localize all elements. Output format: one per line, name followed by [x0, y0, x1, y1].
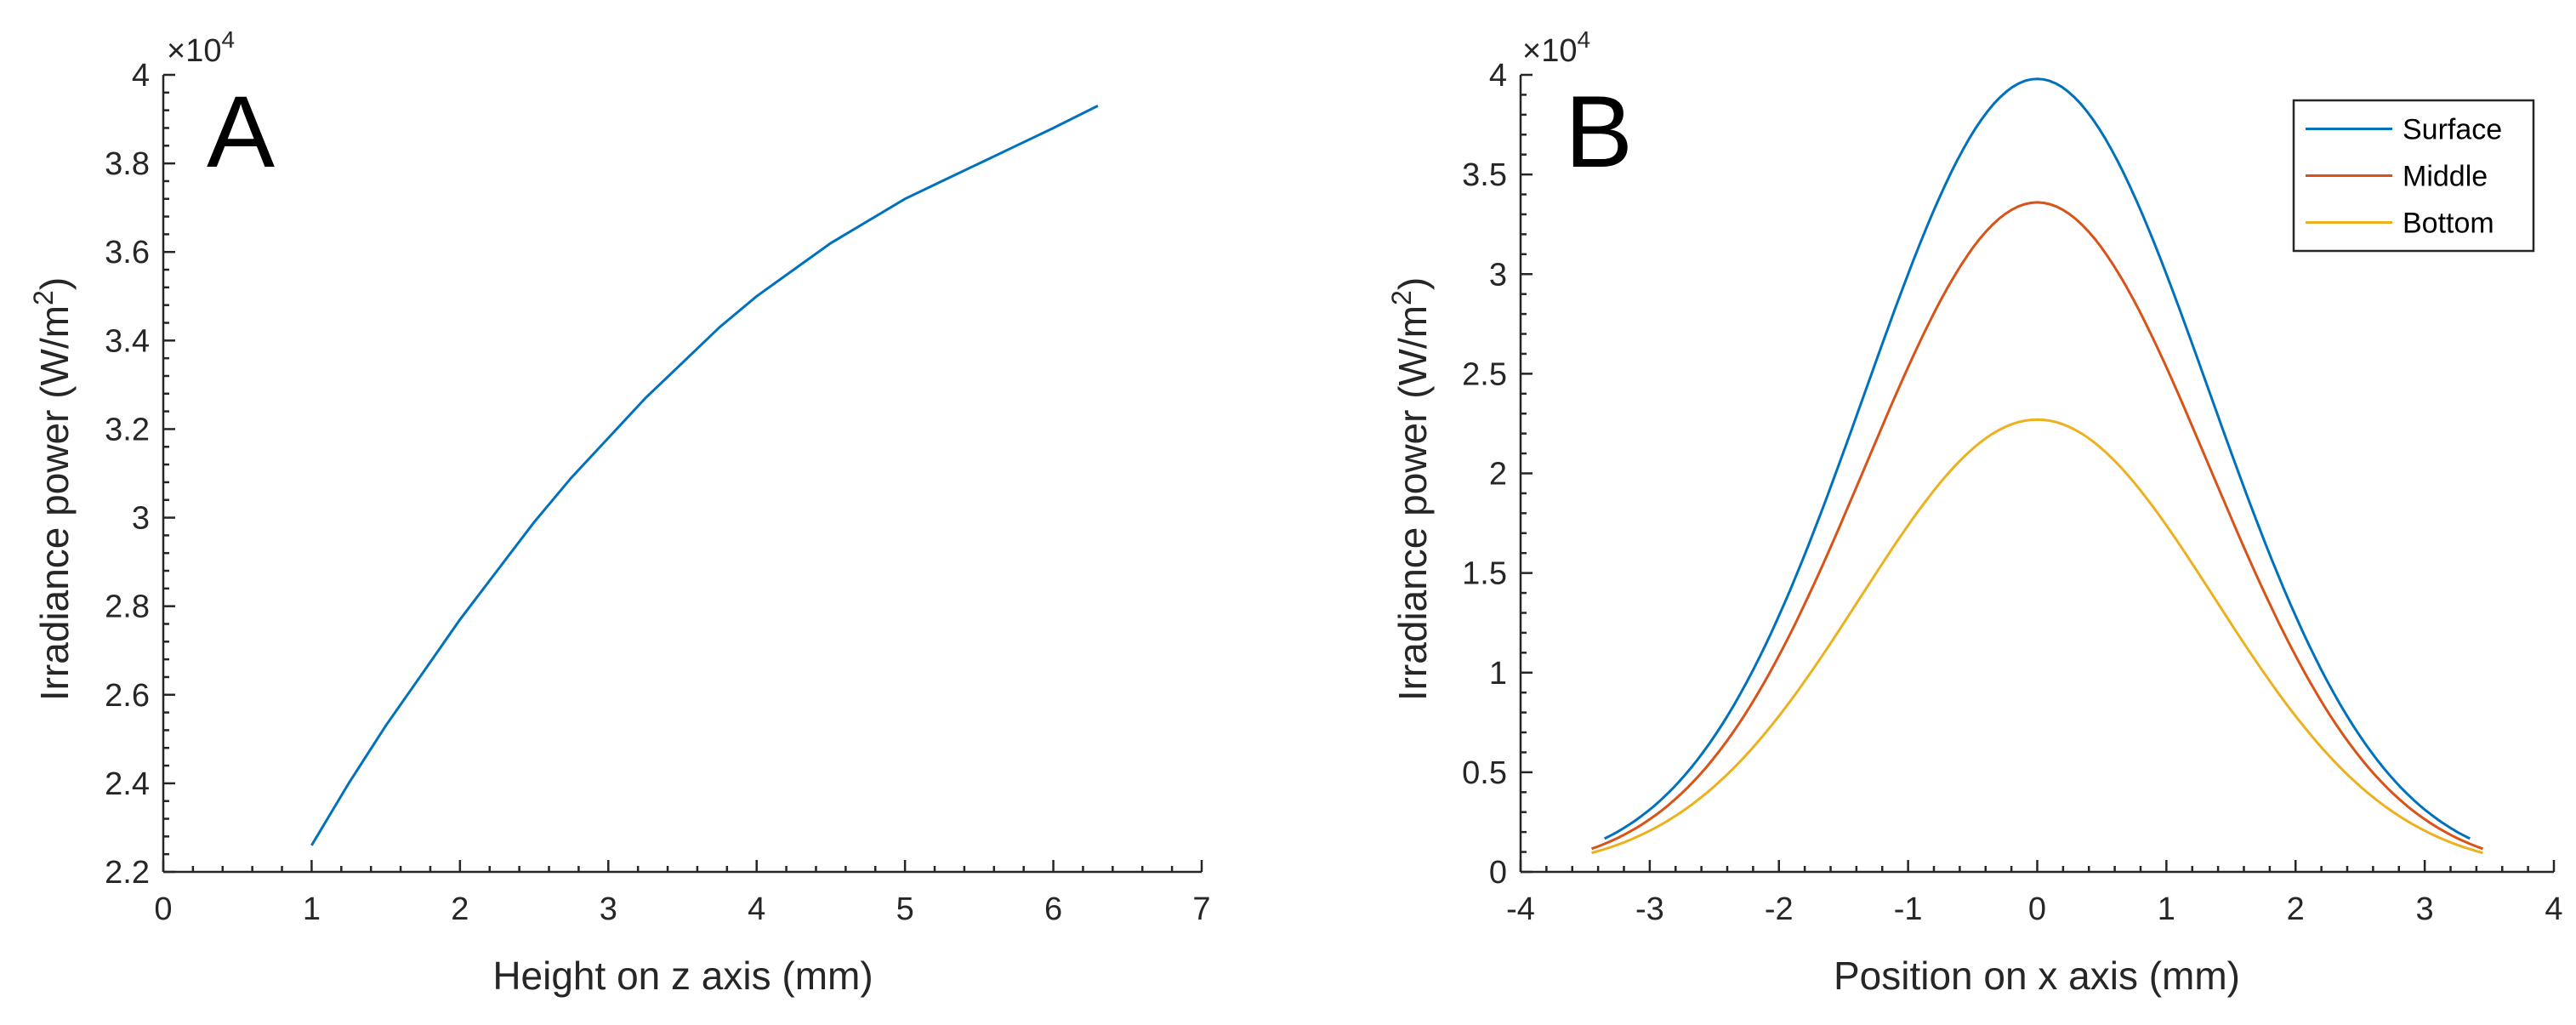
panel-a-y-exponent: ×104	[167, 26, 235, 69]
panel-a-y-axis-label: Irradiance power (W/m2)	[28, 277, 77, 701]
panel-b-x-tick-label: 4	[2545, 891, 2562, 927]
panel-b-letter: B	[1565, 75, 1633, 189]
panel-a-y-tick-label: 2.6	[105, 678, 150, 714]
panel-a-x-ticks: 0 1 2 3 4 5 6 7	[154, 860, 1211, 927]
panel-b-chart: 0 0.5 1 1.5 2 2.5 3 3.5 4 -4 -3 -2 -1 0 1 2 3 4 B ×104 P…	[1386, 26, 2563, 998]
panel-b-x-tick-label: -3	[1635, 891, 1664, 927]
panel-b-series	[1590, 77, 2484, 855]
panel-b-legend: Surface Middle Bottom	[2292, 99, 2535, 253]
panel-b-x-tick-label: -1	[1894, 891, 1923, 927]
panel-a-axes	[162, 75, 1202, 874]
panel-a-y-tick-label: 2.4	[105, 766, 150, 802]
panel-a-y-tick-label: 3.8	[105, 146, 150, 182]
panel-a-x-tick-label: 2	[451, 891, 469, 927]
panel-b-series-line-surface	[1604, 77, 2471, 840]
panel-a-x-tick-label: 4	[748, 891, 765, 927]
panel-a-x-tick-label: 3	[600, 891, 617, 927]
legend-label: Bottom	[2403, 208, 2494, 240]
panel-a-y-ticks: 2.2 2.4 2.6 2.8 3 3.2 3.4 3.6 3.8 4	[105, 58, 175, 891]
panel-b-y-ticks: 0 0.5 1 1.5 2 2.5 3 3.5 4	[1462, 58, 1533, 891]
panel-b-x-tick-label: 0	[2028, 891, 2046, 927]
panel-b-y-tick-label: 0	[1489, 855, 1507, 891]
panel-b-x-ticks: -4 -3 -2 -1 0 1 2 3 4	[1506, 860, 2563, 927]
panel-a-x-tick-label: 0	[154, 891, 172, 927]
panel-a-x-tick-label: 5	[896, 891, 914, 927]
panel-a-y-tick-label: 4	[132, 58, 150, 94]
panel-a-y-tick-label: 3.4	[105, 323, 150, 359]
panel-b-y-axis-label: Irradiance power (W/m2)	[1386, 277, 1435, 701]
panel-b-y-tick-label: 2.5	[1462, 356, 1507, 392]
legend-label: Surface	[2403, 114, 2502, 146]
panel-a-y-tick-label: 2.2	[105, 855, 150, 891]
panel-a-y-tick-label: 2.8	[105, 589, 150, 625]
panel-b-x-tick-label: 3	[2416, 891, 2434, 927]
panel-b-x-tick-label: -4	[1506, 891, 1535, 927]
panel-b-y-tick-label: 3	[1489, 257, 1507, 293]
panel-b-x-tick-label: 2	[2287, 891, 2305, 927]
panel-b-y-tick-label: 3.5	[1462, 157, 1507, 193]
panel-b-x-tick-label: 1	[2158, 891, 2175, 927]
panel-b-y-tick-label: 0.5	[1462, 755, 1507, 791]
panel-b-series-line-bottom	[1591, 418, 2483, 855]
panel-b-y-exponent: ×104	[1522, 26, 1590, 69]
panel-a-x-tick-label: 6	[1044, 891, 1062, 927]
panel-a-letter: A	[207, 75, 275, 189]
panel-b-y-tick-label: 1.5	[1462, 556, 1507, 592]
panel-b-y-tick-label: 1	[1489, 656, 1507, 692]
panel-a-x-axis-label: Height on z axis (mm)	[492, 954, 873, 998]
panel-a-y-tick-label: 3	[132, 501, 150, 537]
panel-a-x-tick-label: 7	[1192, 891, 1210, 927]
panel-b-series-line-middle	[1590, 201, 2484, 851]
panel-a-chart: 2.2 2.4 2.6 2.8 3 3.2 3.4 3.6 3.8 4 0 1 2 3 4 5 6 7 A ×1…	[28, 26, 1211, 998]
panel-b-x-axis-label: Position on x axis (mm)	[1834, 954, 2240, 998]
panel-a-y-tick-label: 3.2	[105, 412, 150, 447]
panel-b-x-tick-label: -2	[1765, 891, 1794, 927]
panel-a-y-tick-label: 3.6	[105, 235, 150, 270]
panel-b-y-tick-label: 2	[1489, 457, 1507, 493]
panel-a-series	[310, 105, 1099, 846]
panel-a-series-line-irradiance-vs-height	[310, 105, 1099, 846]
legend-label: Middle	[2403, 161, 2488, 193]
panel-b-y-tick-label: 4	[1489, 58, 1507, 94]
panel-a-x-tick-label: 1	[303, 891, 321, 927]
